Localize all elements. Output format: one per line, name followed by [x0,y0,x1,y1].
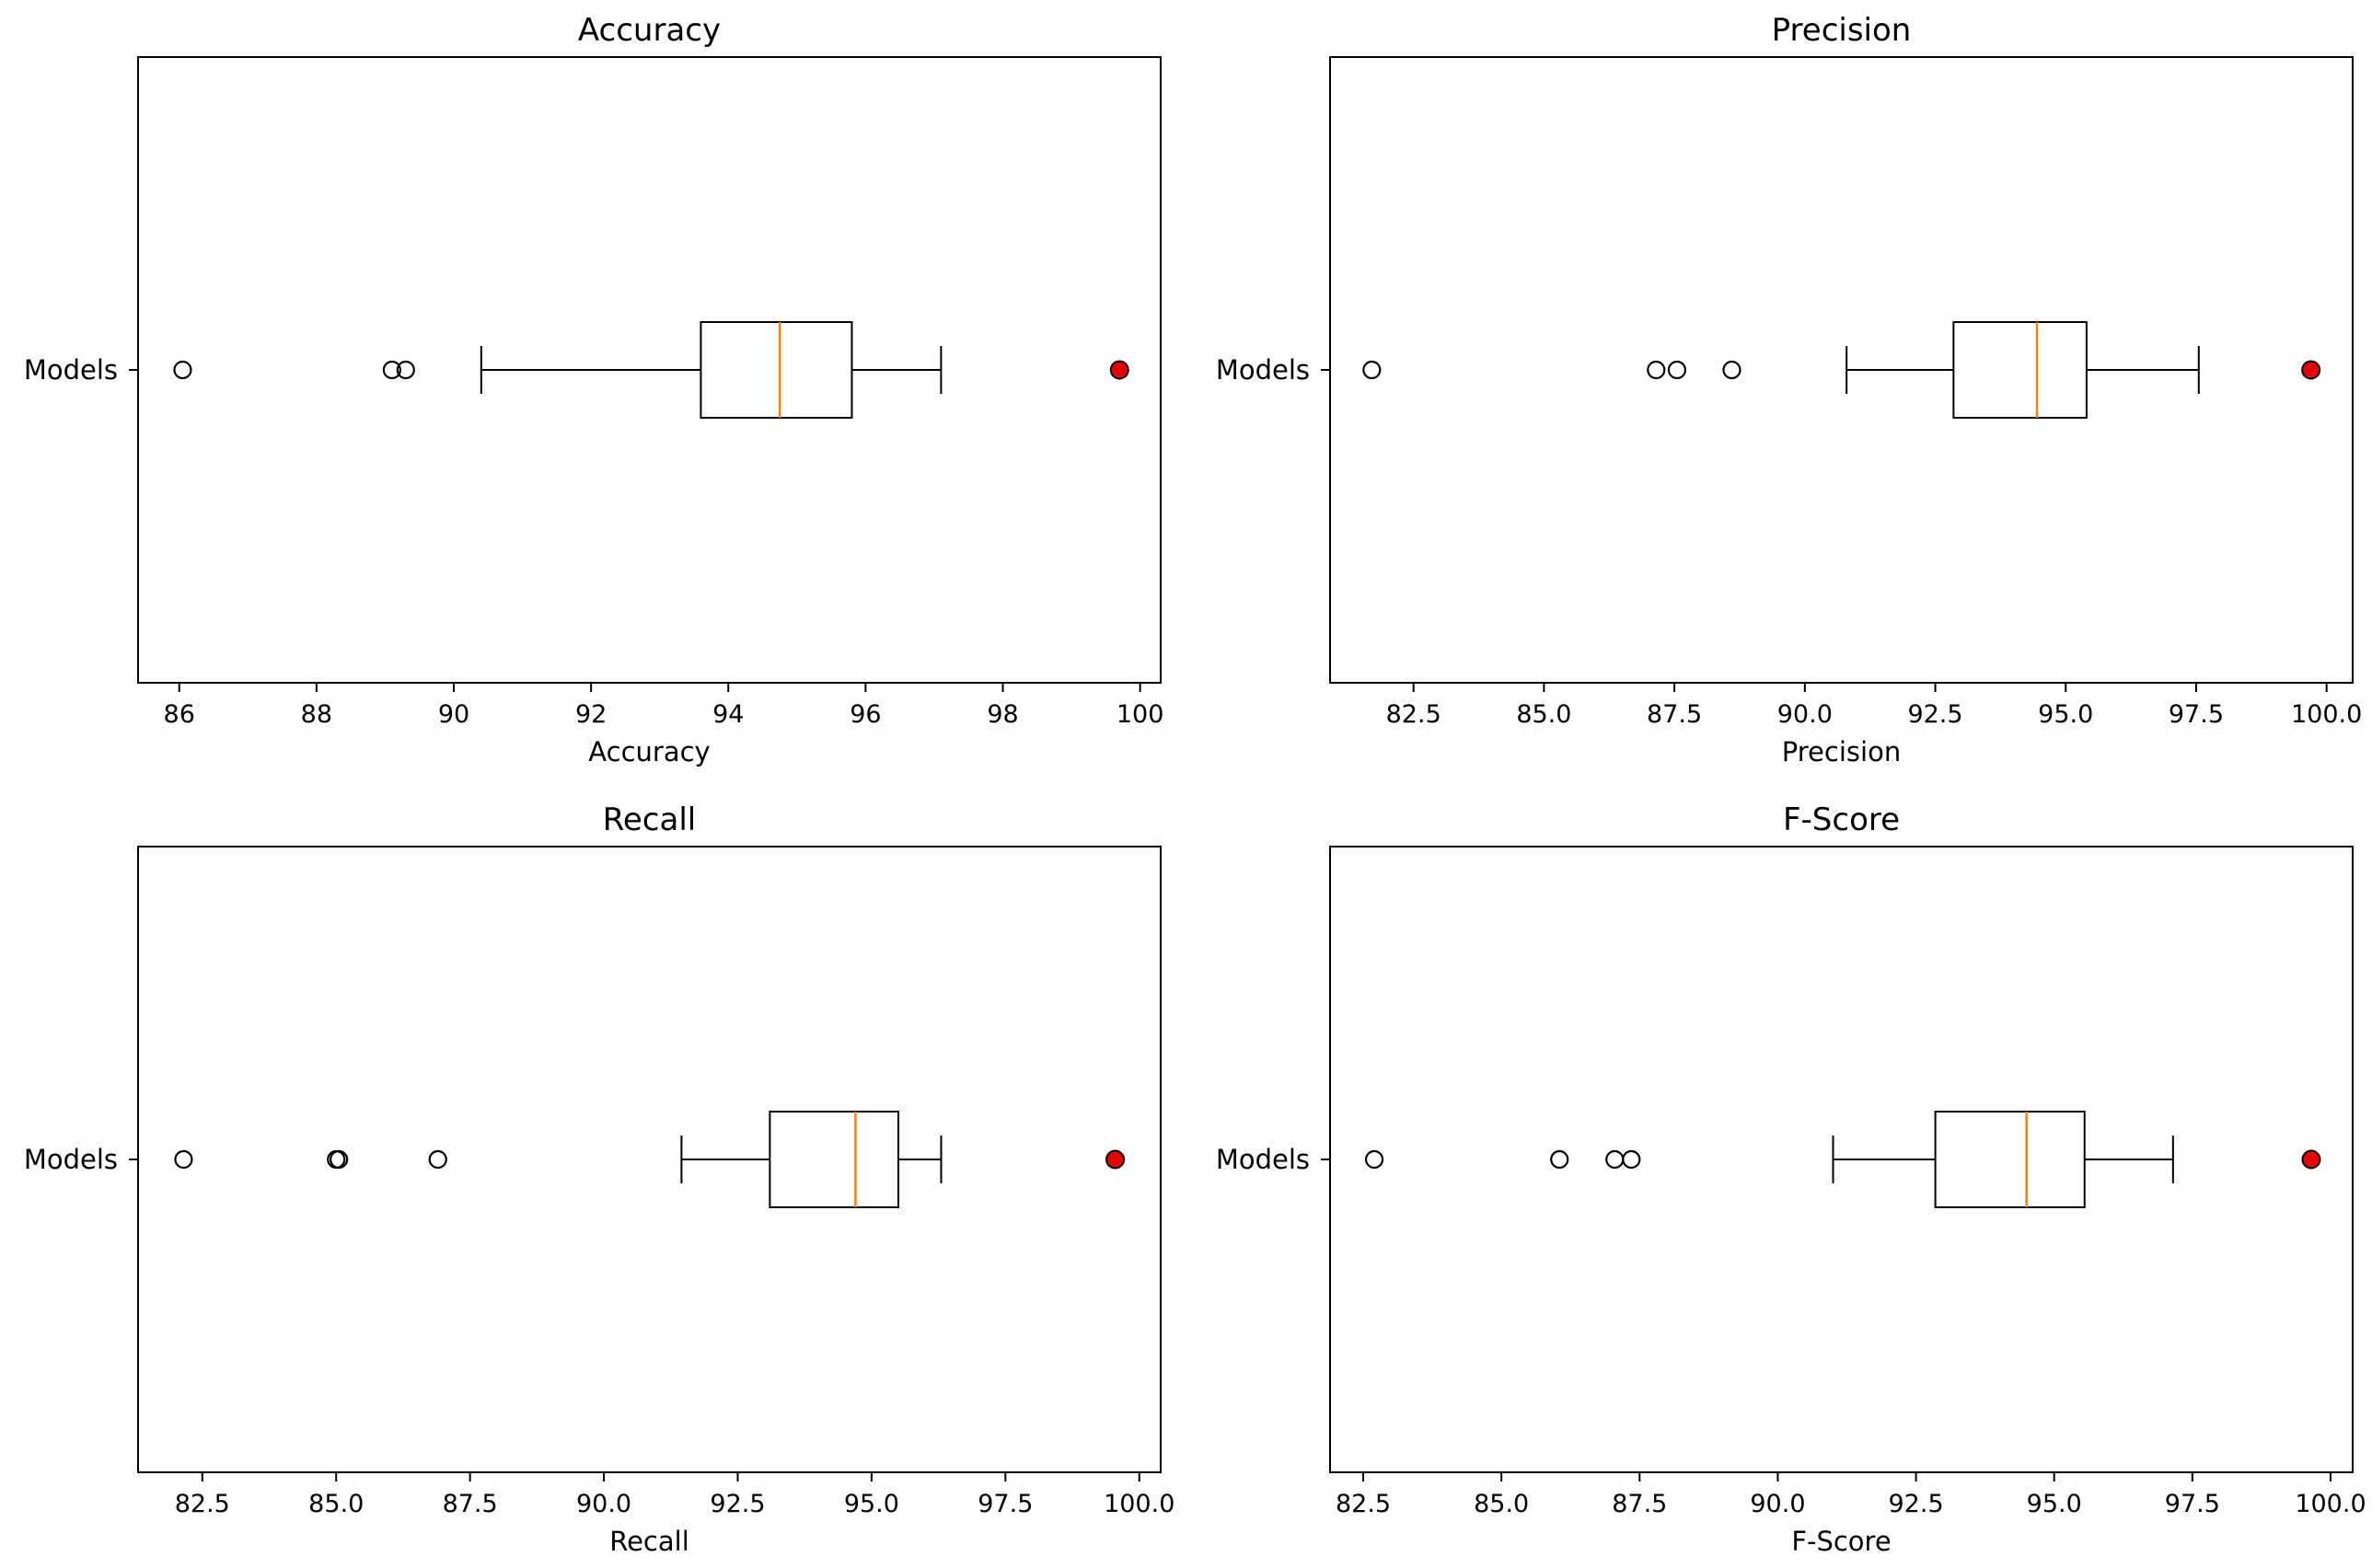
x-tick-label: 97.5 [2169,700,2224,729]
plot-frame [137,846,1162,1473]
x-tick-label: 85.0 [1474,1490,1529,1518]
x-axis-label: Accuracy [588,736,710,767]
x-tick-label: 88 [301,700,332,729]
outlier-point [1364,1149,1384,1170]
highlight-point [1109,360,1129,380]
x-axis-label: Recall [609,1526,689,1557]
y-category-label: Models [24,1144,118,1175]
y-category-label: Models [24,354,118,386]
x-tick-label: 90.0 [576,1490,631,1518]
chart-title: Recall [603,801,696,838]
outlier-point [174,1149,193,1170]
x-tick-label: 95.0 [2038,700,2093,729]
x-tick-label: 86 [164,700,195,729]
x-tick-label: 100.0 [2295,1490,2366,1518]
x-tick-label: 95.0 [844,1490,899,1518]
iqr-box [769,1111,899,1208]
x-tick-label: 82.5 [1386,700,1441,729]
x-tick-label: 94 [712,700,744,729]
x-tick-label: 98 [987,700,1018,729]
outlier-point [173,360,192,380]
x-axis-label: F-Score [1791,1526,1891,1557]
iqr-box [700,321,853,419]
x-tick-label: 87.5 [443,1490,498,1518]
x-tick-label: 87.5 [1612,1490,1667,1518]
highlight-point [2301,1149,2321,1170]
highlight-point [1105,1149,1126,1170]
x-tick-label: 100.0 [1104,1490,1174,1518]
outlier-point [1622,1149,1641,1170]
x-tick-label: 92.5 [1907,700,1962,729]
outlier-point [1722,360,1741,380]
boxplot-panel-recall: Recall Recall 82.5 85.0 87.5 90.0 92.5 95.0 97.5… [24,801,1175,1557]
x-tick-label: 82.5 [175,1490,230,1518]
outlier-point [1647,360,1666,380]
outlier-point [396,360,415,380]
x-tick-label: 87.5 [1647,700,1702,729]
x-tick-label: 92.5 [710,1490,765,1518]
x-tick-label: 100 [1117,700,1164,729]
x-tick-label: 90 [438,700,469,729]
outlier-point [1667,360,1687,380]
x-tick-label: 97.5 [978,1490,1033,1518]
x-tick-label: 92 [575,700,607,729]
x-tick-label: 85.0 [1516,700,1571,729]
outlier-point [382,360,401,380]
highlight-point [2301,360,2321,380]
x-tick-label: 90.0 [1777,700,1833,729]
chart-title: Precision [1772,12,1912,49]
boxplot-panel-f-score: F-Score F-Score 82.5 85.0 87.5 90.0 92.5 95.0 97… [1216,801,2366,1557]
chart-title: Accuracy [578,12,721,49]
iqr-box [1952,321,2088,419]
x-tick-label: 85.0 [308,1490,364,1518]
chart-title: F-Score [1783,801,1900,838]
outlier-point [1605,1149,1625,1170]
x-tick-label: 96 [850,700,881,729]
x-tick-label: 100.0 [2291,700,2362,729]
boxplot-panel-precision: Precision Precision 82.5 85.0 87.5 90.0 92.5 95… [1216,12,2362,767]
outlier-point [1550,1149,1569,1170]
outlier-point [1362,360,1382,380]
x-axis-label: Precision [1782,736,1901,767]
x-tick-label: 92.5 [1889,1490,1944,1518]
outlier-point [330,1149,349,1170]
y-category-label: Models [1216,1144,1310,1175]
iqr-box [1934,1111,2086,1208]
x-tick-label: 97.5 [2165,1490,2220,1518]
x-tick-label: 82.5 [1336,1490,1391,1518]
x-tick-label: 90.0 [1750,1490,1805,1518]
y-category-label: Models [1216,354,1310,386]
boxplot-panel-accuracy: Accuracy Accuracy 86 88 90 92 94 96 98 100 Models [24,12,1164,767]
x-tick-label: 95.0 [2027,1490,2082,1518]
outlier-point [428,1149,447,1170]
